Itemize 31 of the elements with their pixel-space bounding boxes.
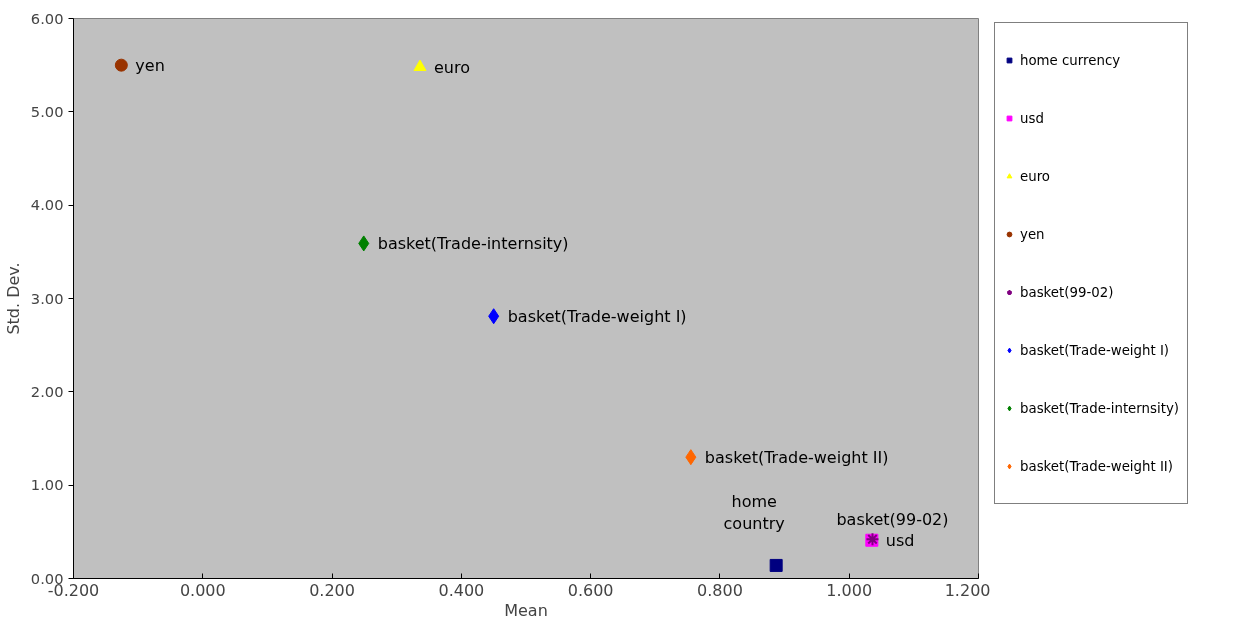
annotation: home country xyxy=(723,492,785,534)
legend-label: euro xyxy=(1020,167,1050,186)
y-tick-label: 5.00 xyxy=(30,102,64,120)
legend-label: basket(Trade-weight II) xyxy=(1020,457,1173,476)
y-tick-label: 3.00 xyxy=(30,289,64,307)
y-tick-label: 1.00 xyxy=(30,476,64,494)
x-tick-label: 1.200 xyxy=(944,580,991,600)
legend-label: basket(Trade-internsity) xyxy=(1020,399,1179,418)
legend-label: basket(Trade-weight I) xyxy=(1020,341,1170,360)
x-axis-title: Mean xyxy=(504,600,548,620)
annotation: basket(Trade-weight I) xyxy=(507,306,687,326)
x-tick-label: 0.600 xyxy=(567,580,614,600)
legend-label: home currency xyxy=(1020,51,1121,70)
x-tick-label: 0.400 xyxy=(438,580,485,600)
annotation: usd xyxy=(885,530,915,550)
y-axis-title: Std. Dev. xyxy=(3,262,23,335)
x-tick-label: 0.000 xyxy=(179,580,226,600)
x-tick-label: 0.800 xyxy=(697,580,743,600)
annotation: basket(Trade-internsity) xyxy=(377,233,569,253)
annotation: yen xyxy=(135,55,165,75)
legend-label: usd xyxy=(1020,109,1044,128)
y-tick-label: 6.00 xyxy=(30,9,64,27)
legend-label: basket(99-02) xyxy=(1020,283,1114,302)
y-tick-label: 2.00 xyxy=(30,382,64,400)
annotation: basket(99-02) xyxy=(836,510,949,530)
y-tick-label: 4.00 xyxy=(30,196,64,214)
x-tick-label: 0.200 xyxy=(309,580,355,600)
legend-label: yen xyxy=(1020,225,1045,244)
annotation: euro xyxy=(433,57,470,77)
x-tick-label: 1.000 xyxy=(826,580,873,600)
annotation: basket(Trade-weight II) xyxy=(704,447,889,467)
